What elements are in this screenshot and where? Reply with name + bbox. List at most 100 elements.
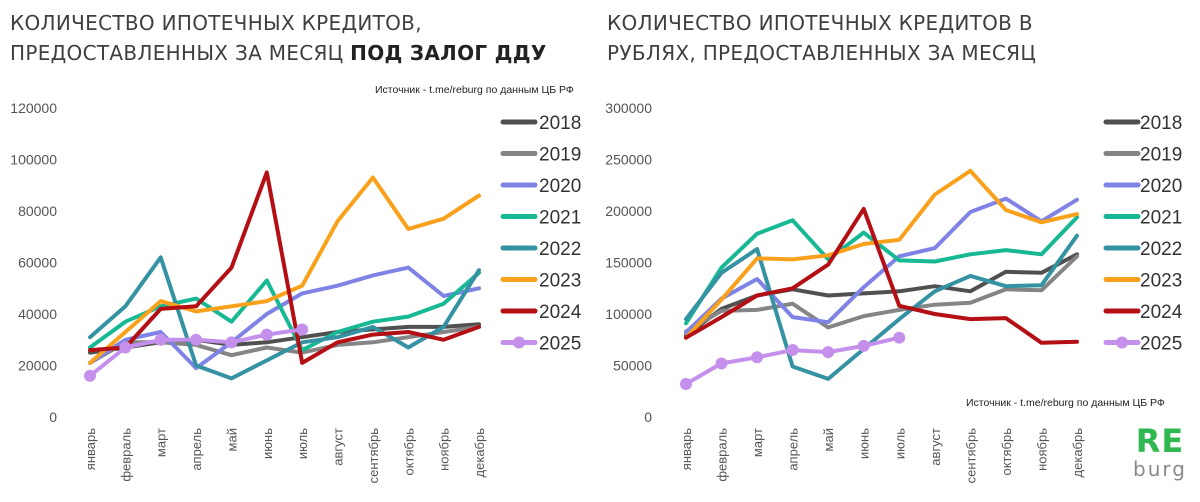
series-line-2024	[88, 170, 481, 365]
x-tick-label: февраль	[118, 428, 133, 482]
logo-re: RE	[1135, 422, 1185, 460]
chart-1: 0 20000 40000 60000 80000 100000 120000 январь ф…	[10, 84, 581, 483]
x-tick-label: ноябрь	[437, 428, 452, 471]
x-axis: январь февраль март апрель май июнь июль август…	[83, 428, 487, 484]
x-tick-label: октябрь	[401, 428, 416, 476]
y-tick-label: 120000	[10, 100, 57, 116]
x-tick-label: апрель	[189, 428, 204, 471]
data-point-2025	[154, 333, 167, 346]
y-tick-label: 100000	[605, 306, 652, 322]
x-tick-label: август	[331, 428, 346, 466]
reburg-logo: RE burg	[1128, 424, 1192, 480]
legend-label-2021: 2021	[1140, 208, 1182, 229]
y-tick-label: 40000	[18, 306, 57, 322]
series-line-2020	[684, 196, 1079, 335]
y-tick-label: 60000	[18, 255, 57, 271]
series-line-2020	[88, 265, 481, 371]
legend-label-2025: 2025	[1140, 334, 1182, 355]
data-point-2025	[119, 341, 132, 354]
x-tick-label: сентябрь	[963, 428, 978, 484]
title-line-2: РУБЛЯХ, ПРЕДОСТАВЛЕННЫХ ЗА МЕСЯЦ	[607, 41, 1037, 65]
legend-label-2023: 2023	[539, 271, 581, 292]
legend: 2018 2019 2020 2021 2022 2023 2024 2025	[500, 113, 582, 355]
title-bold-part: ПОД ЗАЛОГ ДДУ	[350, 41, 547, 65]
data-point-2025	[822, 346, 835, 359]
legend-label-2024: 2024	[539, 302, 582, 323]
legend-label-2020: 2020	[1140, 176, 1182, 197]
legend-label-2018: 2018	[539, 113, 581, 134]
y-axis: 0 50000 100000 150000 200000 250000 300000	[605, 100, 652, 425]
legend-label-2022: 2022	[539, 239, 581, 260]
x-tick-label: май	[224, 428, 239, 451]
logo-burg: burg	[1133, 457, 1187, 481]
legend-marker-2025	[513, 336, 525, 349]
y-tick-label: 80000	[18, 203, 57, 219]
legend-label-2022: 2022	[1140, 239, 1182, 260]
title-line-1: КОЛИЧЕСТВО ИПОТЕЧНЫХ КРЕДИТОВ В	[607, 11, 1033, 35]
legend-label-2025: 2025	[539, 334, 581, 355]
x-tick-label: ноябрь	[1034, 428, 1049, 471]
series-line-2019	[684, 254, 1079, 334]
y-tick-label: 150000	[605, 255, 652, 271]
title-line-2: ПРЕДОСТАВЛЕННЫХ ЗА МЕСЯЦ	[10, 41, 351, 65]
legend-label-2018: 2018	[1140, 113, 1182, 134]
series-group	[84, 170, 481, 382]
x-tick-label: июль	[295, 428, 310, 459]
data-point-2025	[751, 351, 764, 364]
legend-label-2021: 2021	[539, 208, 581, 229]
data-point-2025	[296, 323, 309, 336]
series-line-2024	[684, 206, 1079, 345]
chart-title-ddu: КОЛИЧЕСТВО ИПОТЕЧНЫХ КРЕДИТОВ, ПРЕДОСТАВ…	[10, 8, 590, 68]
data-point-2025	[857, 339, 870, 352]
legend-label-2019: 2019	[539, 145, 581, 166]
y-tick-label: 100000	[10, 152, 57, 168]
legend-marker-2025	[1116, 336, 1128, 349]
x-tick-label: март	[750, 428, 765, 457]
x-tick-label: апрель	[786, 428, 801, 471]
series-line-2022	[684, 233, 1079, 381]
series-line-2023	[684, 168, 1079, 340]
legend-label-2019: 2019	[1140, 145, 1182, 166]
data-point-2025	[893, 331, 906, 344]
title-line-1: КОЛИЧЕСТВО ИПОТЕЧНЫХ КРЕДИТОВ,	[10, 11, 422, 35]
series-line-2021	[684, 215, 1079, 326]
x-tick-label: сентябрь	[366, 428, 381, 484]
legend-label-2024: 2024	[1140, 302, 1183, 323]
x-tick-label: март	[154, 428, 169, 457]
x-tick-label: декабрь	[472, 428, 487, 478]
chart-2: 0 50000 100000 150000 200000 250000 300000 янва…	[605, 100, 1182, 483]
legend-label-2020: 2020	[539, 176, 581, 197]
x-axis: январь февраль март апрель май июнь июль август…	[679, 428, 1085, 484]
x-tick-label: октябрь	[999, 428, 1014, 476]
source-note: Источник - t.me/reburg по данным ЦБ РФ	[375, 84, 574, 96]
series-line-2023	[88, 175, 481, 365]
series-line-2022	[88, 255, 481, 381]
y-tick-label: 200000	[605, 203, 652, 219]
y-tick-label: 20000	[18, 358, 57, 374]
x-tick-label: июнь	[260, 428, 275, 459]
x-tick-label: февраль	[715, 428, 730, 482]
data-point-2025	[715, 357, 728, 370]
x-tick-label: январь	[83, 428, 98, 470]
x-tick-label: июль	[892, 428, 907, 459]
x-tick-label: июнь	[857, 428, 872, 459]
series-line-2018	[684, 252, 1079, 338]
x-tick-label: декабрь	[1070, 428, 1085, 478]
data-point-2025	[225, 336, 238, 349]
data-point-2025	[680, 378, 692, 391]
y-axis: 0 20000 40000 60000 80000 100000 120000	[10, 100, 57, 425]
x-tick-label: май	[821, 428, 836, 451]
legend-label-2023: 2023	[1140, 271, 1182, 292]
data-point-2025	[190, 333, 203, 346]
x-tick-label: январь	[679, 428, 694, 470]
chart-title-rub: КОЛИЧЕСТВО ИПОТЕЧНЫХ КРЕДИТОВ В РУБЛЯХ, …	[607, 8, 1167, 68]
source-note: Источник - t.me/reburg по данным ЦБ РФ	[966, 397, 1165, 409]
data-point-2025	[786, 344, 799, 357]
y-tick-label: 0	[644, 409, 652, 425]
y-tick-label: 50000	[613, 358, 652, 374]
x-tick-label: август	[928, 428, 943, 466]
data-point-2025	[84, 369, 96, 382]
legend: 2018 2019 2020 2021 2022 2023 2024 2025	[1103, 113, 1183, 355]
y-tick-label: 250000	[605, 152, 652, 168]
